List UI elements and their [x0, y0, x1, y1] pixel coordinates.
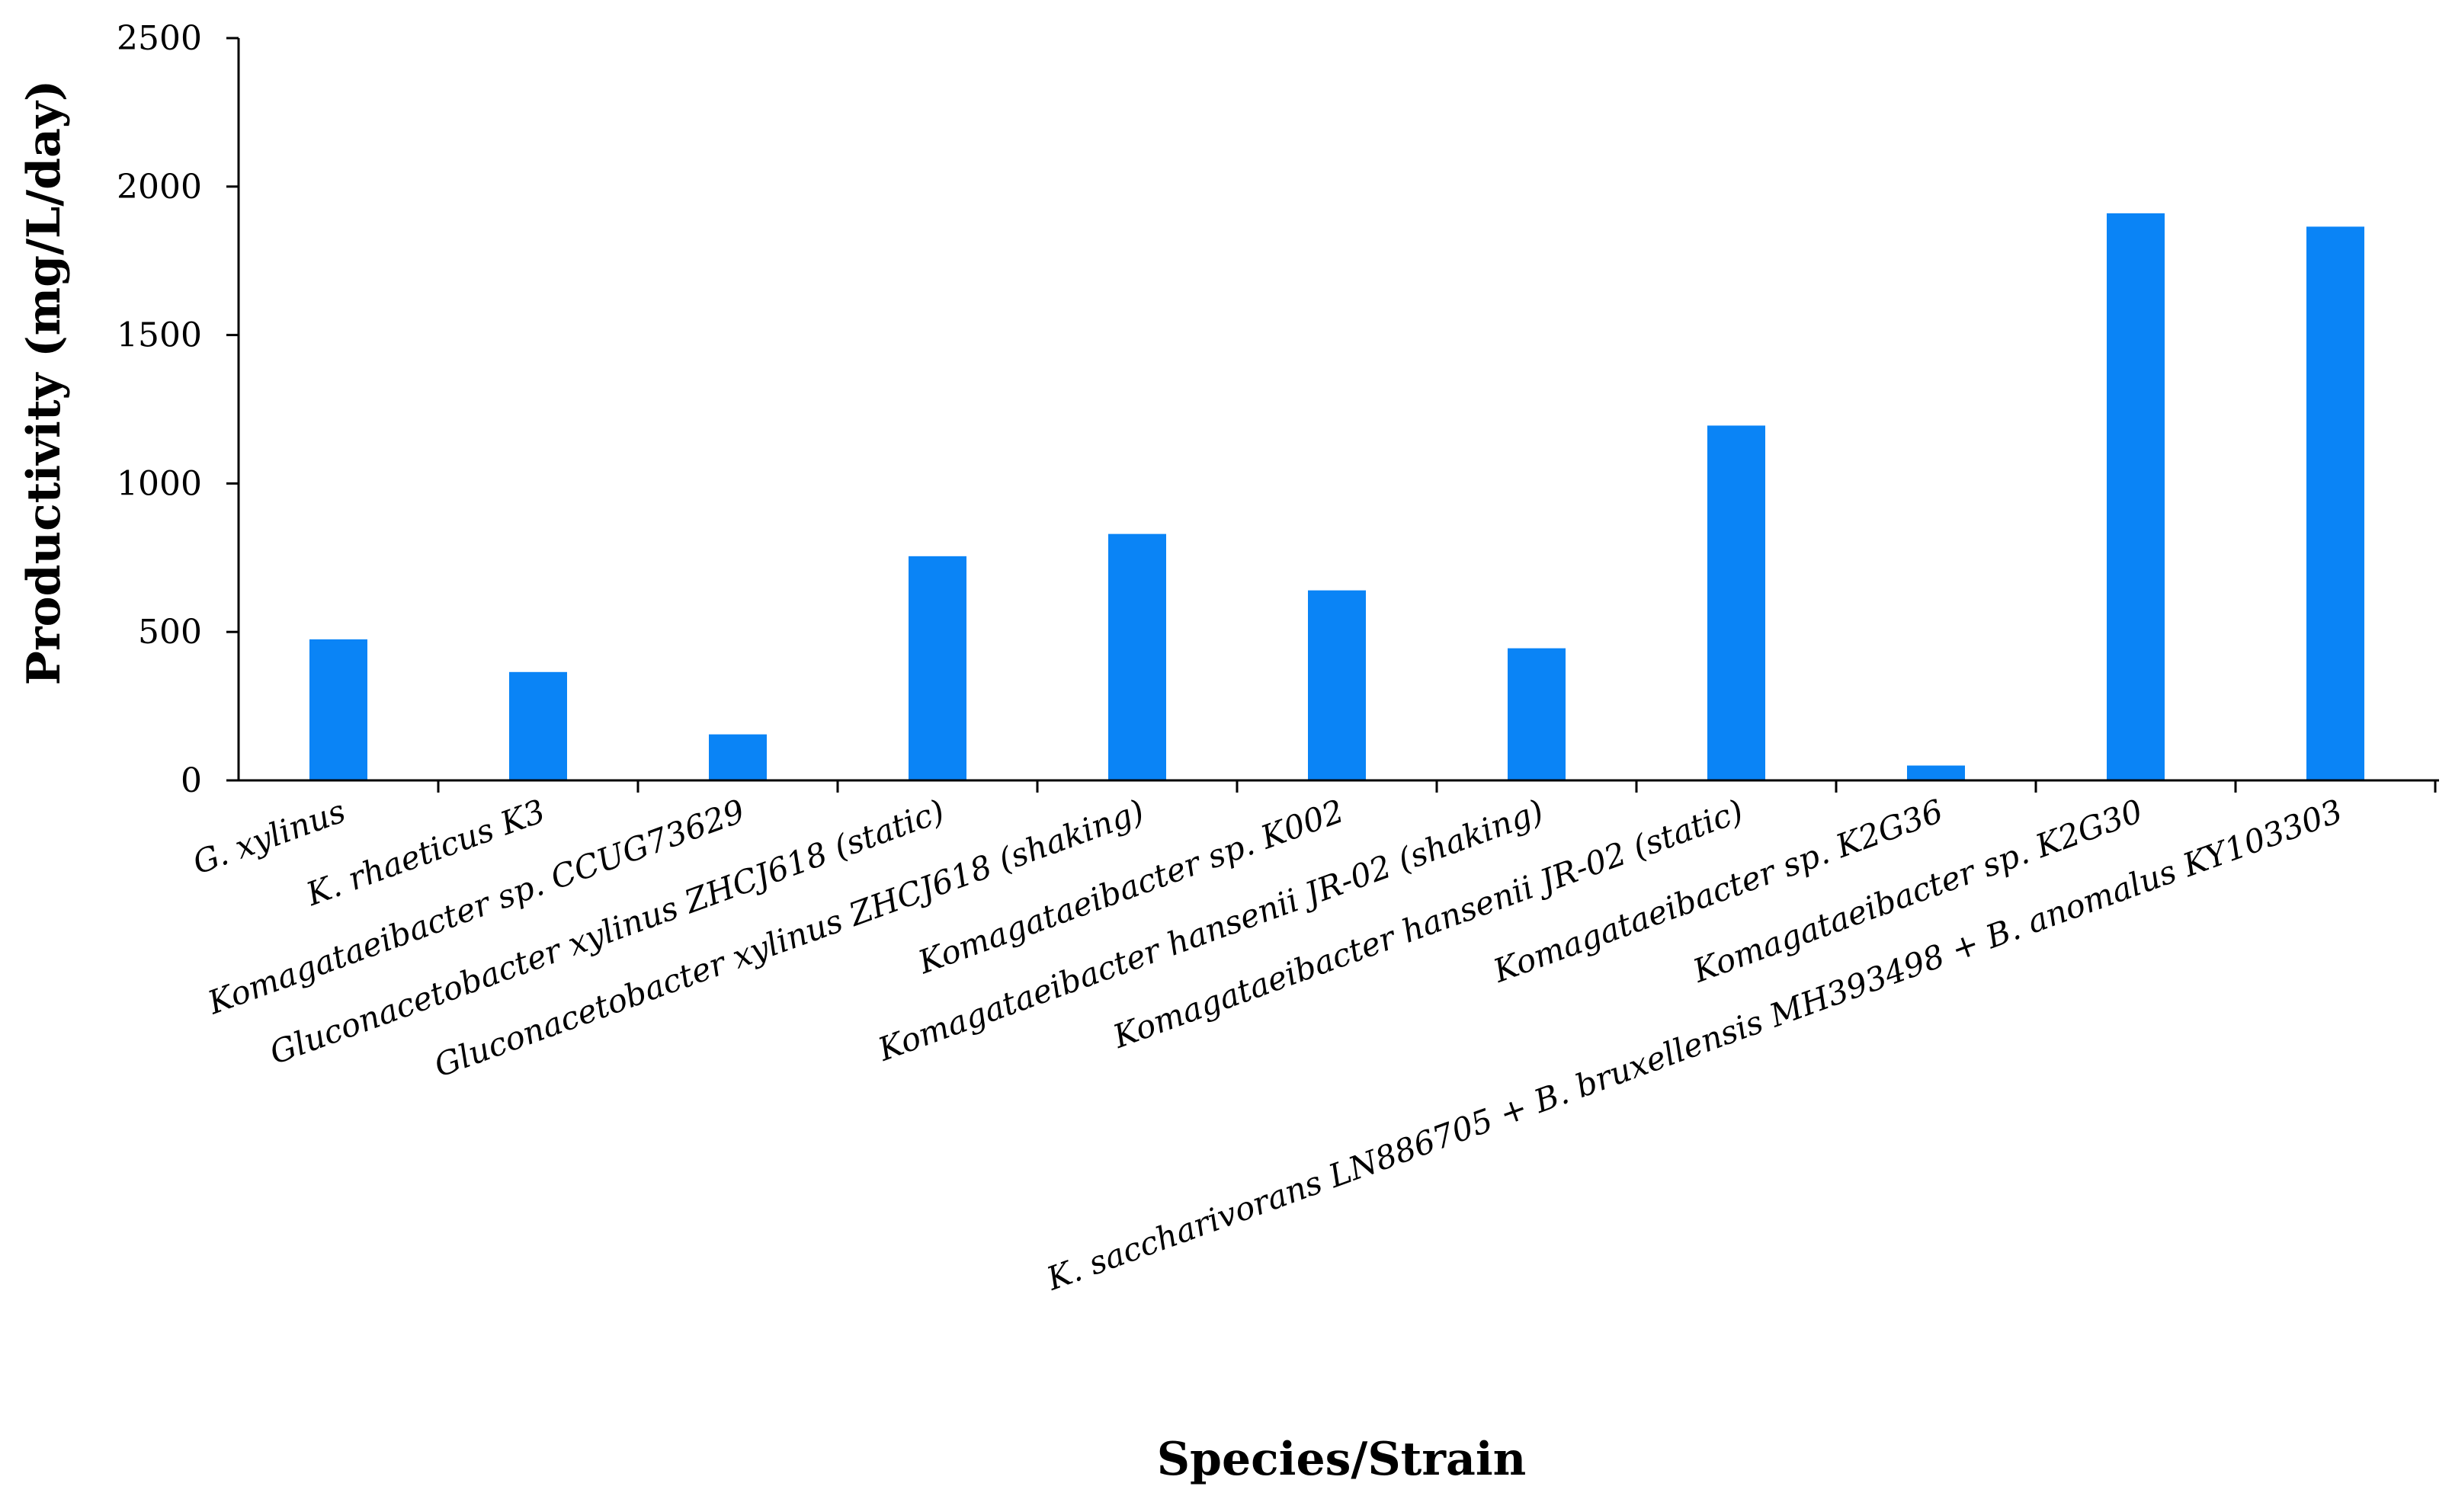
y-tick-label: 2500	[117, 19, 202, 58]
bar	[509, 671, 567, 780]
y-axis-ticks: 0 500 1000 1500 2000 2500	[117, 19, 239, 800]
bar	[1707, 425, 1765, 780]
bar	[709, 734, 767, 780]
bar	[1308, 590, 1366, 780]
y-tick-label: 1500	[117, 316, 202, 355]
y-tick-label: 500	[138, 613, 202, 652]
bars	[309, 213, 2364, 780]
y-axis-title: Productivity (mg/L/day)	[18, 80, 71, 685]
x-category-label: G. xylinus	[188, 792, 351, 881]
x-category-label: K. saccharivorans LN886705 + B. bruxelle…	[1041, 792, 2347, 1298]
bar	[1108, 533, 1166, 780]
bar	[309, 639, 367, 780]
y-tick-label: 0	[181, 761, 202, 800]
y-tick-label: 2000	[117, 168, 202, 207]
x-axis-ticks	[437, 780, 2437, 793]
bar	[2306, 226, 2364, 780]
bar	[1508, 648, 1566, 780]
bar	[909, 556, 966, 780]
bar	[1907, 765, 1965, 780]
x-axis-title: Species/Strain	[1157, 1433, 1527, 1486]
bar	[2107, 213, 2165, 780]
y-tick-label: 1000	[117, 464, 202, 503]
axes	[237, 38, 2439, 782]
